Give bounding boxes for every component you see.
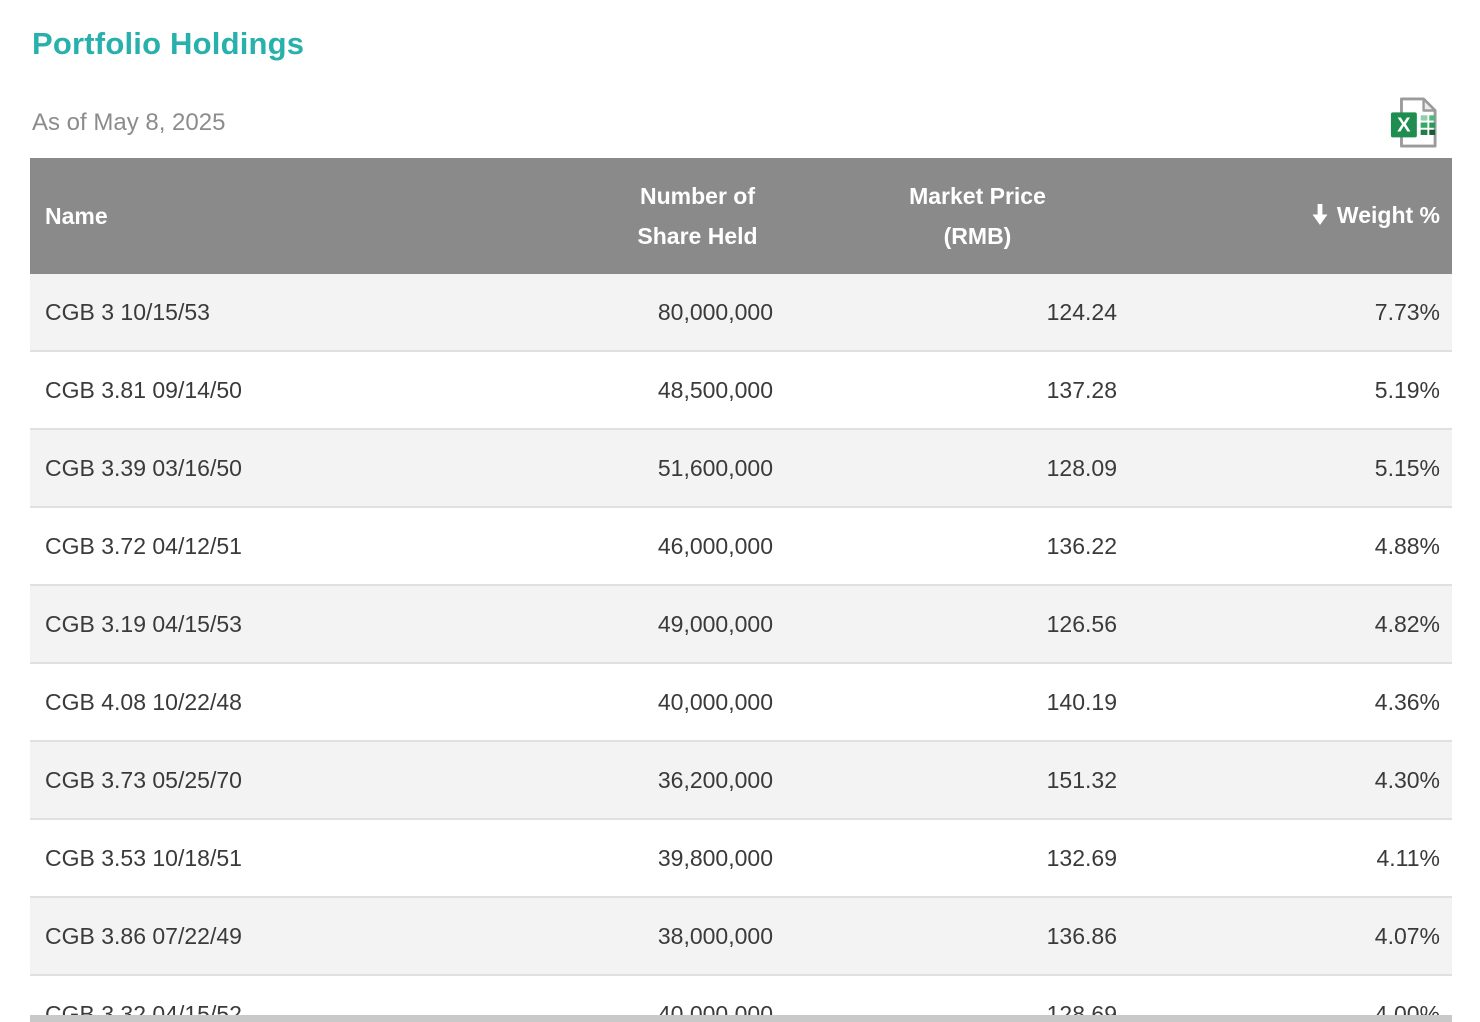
holding-weight: 4.36% — [1150, 662, 1452, 741]
holdings-table: Name Number of Share Held Market Price (… — [30, 158, 1452, 1022]
table-row: CGB 3.72 04/12/51 46,000,000 136.22 4.88… — [30, 506, 1452, 585]
table-row: CGB 3.32 04/15/52 40,000,000 128.69 4.00… — [30, 974, 1452, 1022]
holding-weight: 7.73% — [1374, 298, 1440, 325]
holding-shares: 49,000,000 — [590, 584, 805, 663]
column-header-price-line2: (RMB) — [943, 223, 1012, 249]
holding-price: 132.69 — [805, 818, 1150, 897]
holding-price: 128.09 — [805, 428, 1150, 507]
column-header-shares[interactable]: Number of Share Held — [590, 158, 805, 274]
holding-weight: 4.30% — [1150, 740, 1452, 819]
holding-price: 137.28 — [805, 350, 1150, 429]
column-header-name-label: Name — [45, 203, 108, 229]
holding-shares: 48,500,000 — [590, 350, 805, 429]
holding-weight: 4.82% — [1150, 584, 1452, 663]
holding-weight: 5.15% — [1150, 428, 1452, 507]
svg-text:X: X — [1397, 115, 1411, 137]
column-header-weight-label: Weight % — [1336, 201, 1440, 228]
holding-weight: 4.07% — [1150, 896, 1452, 975]
holding-shares: 39,800,000 — [590, 818, 805, 897]
table-row: CGB 3.73 05/25/70 36,200,000 151.32 4.30… — [30, 740, 1452, 819]
holding-price: 124.24 — [1046, 298, 1117, 325]
table-row: CGB 3.81 09/14/50 48,500,000 137.28 5.19… — [30, 350, 1452, 429]
column-header-weight[interactable]: Weight % — [1150, 158, 1452, 274]
holding-name: CGB 3.73 05/25/70 — [30, 740, 590, 819]
holding-weight: 5.19% — [1150, 350, 1452, 429]
next-row-partial-edge — [30, 1015, 1452, 1022]
column-header-price-line1: Market Price — [909, 183, 1046, 209]
holding-name: CGB 4.08 10/22/48 — [30, 662, 590, 741]
table-row: CGB 3.53 10/18/51 39,800,000 132.69 4.11… — [30, 818, 1452, 897]
holding-price: 136.86 — [805, 896, 1150, 975]
holding-weight: 4.11% — [1150, 818, 1452, 897]
table-header-row: Name Number of Share Held Market Price (… — [30, 158, 1452, 274]
table-row: CGB 3.19 04/15/53 49,000,000 126.56 4.82… — [30, 584, 1452, 663]
holding-shares: 38,000,000 — [590, 896, 805, 975]
holding-price: 140.19 — [805, 662, 1150, 741]
column-header-shares-line1: Number of — [640, 183, 755, 209]
holding-shares: 40,000,000 — [590, 974, 805, 1022]
sort-descending-icon — [1312, 198, 1328, 238]
holding-name: CGB 3 10/15/53 — [45, 298, 210, 325]
holding-price: 128.69 — [805, 974, 1150, 1022]
excel-export-button[interactable]: X — [1389, 96, 1437, 149]
holding-name: CGB 3.86 07/22/49 — [30, 896, 590, 975]
holding-name: CGB 3.19 04/15/53 — [30, 584, 590, 663]
column-header-shares-line2: Share Held — [637, 223, 758, 249]
page-title: Portfolio Holdings — [32, 26, 305, 61]
holding-shares: 46,000,000 — [590, 506, 805, 585]
table-row: CGB 3 10/15/53 80,000,000 124.24 7.73% — [30, 274, 1452, 351]
holding-price: 151.32 — [805, 740, 1150, 819]
holding-name: CGB 3.72 04/12/51 — [30, 506, 590, 585]
table-row: CGB 4.08 10/22/48 40,000,000 140.19 4.36… — [30, 662, 1452, 741]
column-header-price[interactable]: Market Price (RMB) — [805, 158, 1150, 274]
holding-shares: 36,200,000 — [590, 740, 805, 819]
as-of-date: As of May 8, 2025 — [32, 109, 226, 136]
excel-icon: X — [1389, 97, 1437, 152]
table-row: CGB 3.86 07/22/49 38,000,000 136.86 4.07… — [30, 896, 1452, 975]
holding-name: CGB 3.53 10/18/51 — [30, 818, 590, 897]
table-row: CGB 3.39 03/16/50 51,600,000 128.09 5.15… — [30, 428, 1452, 507]
holding-price: 126.56 — [805, 584, 1150, 663]
holding-name: CGB 3.81 09/14/50 — [30, 350, 590, 429]
holding-name: CGB 3.39 03/16/50 — [30, 428, 590, 507]
holding-name: CGB 3.32 04/15/52 — [30, 974, 590, 1022]
holding-price: 136.22 — [805, 506, 1150, 585]
holding-weight: 4.88% — [1150, 506, 1452, 585]
holding-shares: 80,000,000 — [657, 298, 773, 325]
holding-shares: 51,600,000 — [590, 428, 805, 507]
holding-shares: 40,000,000 — [590, 662, 805, 741]
column-header-name[interactable]: Name — [30, 158, 590, 274]
